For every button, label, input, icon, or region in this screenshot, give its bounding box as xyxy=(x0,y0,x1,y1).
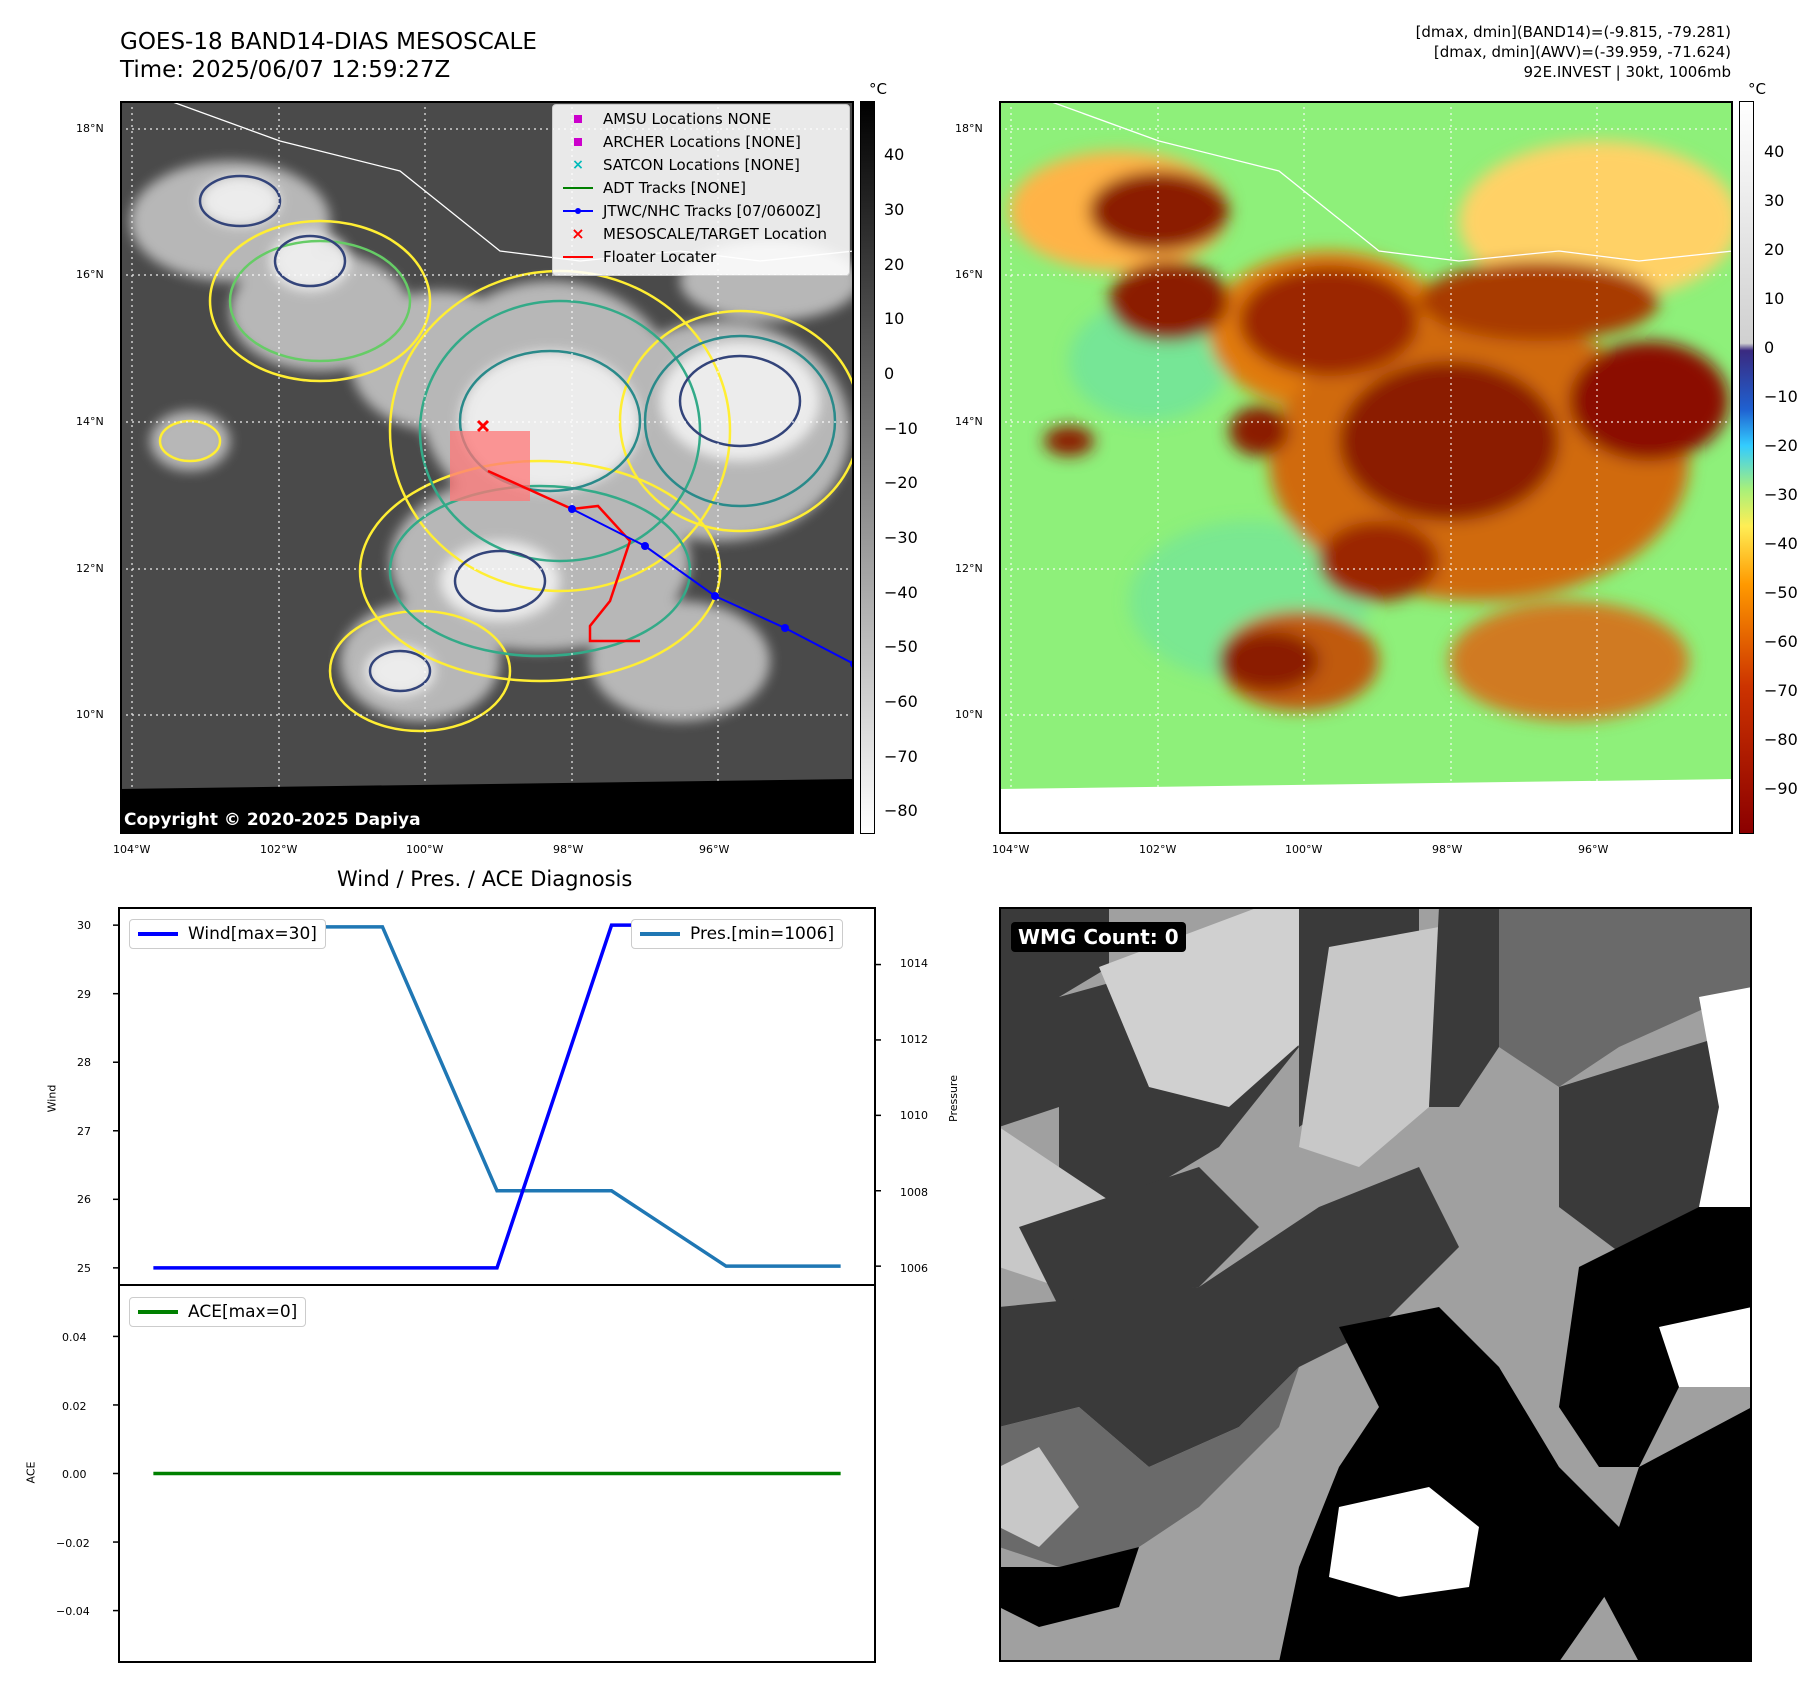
legend-item-archer: ARCHER Locations [NONE] xyxy=(563,132,801,152)
ir-map-panel: Copyright © 2020-2025 Dapiya AMSU Locati… xyxy=(120,101,854,834)
pressure-legend-line xyxy=(640,932,680,936)
blue-track-icon xyxy=(563,201,593,221)
lon-label: 98°W xyxy=(553,843,584,856)
enhanced-map-panel xyxy=(999,101,1733,834)
color-colorbar-unit: °C xyxy=(1748,80,1766,98)
enhanced-map-frame xyxy=(999,101,1733,834)
pressure-series-line xyxy=(153,925,841,1268)
magenta-square-icon xyxy=(563,132,593,152)
cyan-x-icon: × xyxy=(572,157,584,173)
ir-map-frame xyxy=(120,101,854,834)
gray-colorbar-unit: °C xyxy=(869,80,887,98)
gray-colorbar xyxy=(860,101,875,834)
magenta-square-icon xyxy=(563,109,593,129)
title-line-2: Time: 2025/06/07 12:59:27Z xyxy=(120,57,451,83)
lat-label: 16°N xyxy=(76,268,104,281)
lon-label: 100°W xyxy=(406,843,444,856)
figure-subtitle-right: [dmax, dmin](BAND14)=(-9.815, -79.281) [… xyxy=(1416,22,1731,82)
legend-item-floater: Floater Locater xyxy=(563,247,716,267)
wind-series-line xyxy=(153,923,841,1270)
pressure-legend: Pres.[min=1006] xyxy=(631,919,844,949)
green-line-icon xyxy=(563,178,593,198)
legend-item-jtwc: JTWC/NHC Tracks [07/0600Z] xyxy=(563,201,821,221)
lon-label: 104°W xyxy=(113,843,151,856)
lon-label: 102°W xyxy=(260,843,298,856)
wmg-count-badge: WMG Count: 0 xyxy=(1011,922,1186,952)
ace-axis-label: ACE xyxy=(24,1461,38,1484)
wind-axis-label: Wind xyxy=(45,1084,59,1113)
wmg-frame xyxy=(999,907,1752,1662)
lat-label: 14°N xyxy=(76,415,104,428)
lat-label: 12°N xyxy=(76,562,104,575)
lon-label: 96°W xyxy=(699,843,730,856)
legend-item-target: × MESOSCALE/TARGET Location xyxy=(563,224,827,244)
map-legend: AMSU Locations NONE ARCHER Locations [NO… xyxy=(552,104,850,276)
title-line-1: GOES-18 BAND14-DIAS MESOSCALE xyxy=(120,29,537,55)
figure-title: GOES-18 BAND14-DIAS MESOSCALE Time: 2025… xyxy=(120,28,537,84)
ace-legend-line xyxy=(138,1310,178,1314)
legend-item-satcon: × SATCON Locations [NONE] xyxy=(563,155,800,175)
legend-item-adt: ADT Tracks [NONE] xyxy=(563,178,746,198)
diagnosis-chart xyxy=(113,907,881,1663)
ace-legend: ACE[max=0] xyxy=(129,1297,307,1327)
wind-pressure-axes-frame xyxy=(118,907,876,1286)
color-colorbar xyxy=(1739,101,1754,834)
wind-legend: Wind[max=30] xyxy=(129,919,326,949)
enhanced-map-image xyxy=(999,101,1733,834)
wmg-panel: WMG Count: 0 xyxy=(999,907,1752,1662)
red-line-icon xyxy=(563,247,593,267)
red-x-icon: × xyxy=(571,224,585,243)
pressure-axis-label: Pressure xyxy=(946,1075,960,1122)
lat-label: 18°N xyxy=(76,122,104,135)
diagnosis-title: Wind / Pres. / ACE Diagnosis xyxy=(337,867,633,891)
storm-info: 92E.INVEST | 30kt, 1006mb xyxy=(1523,63,1732,81)
lat-label: 10°N xyxy=(76,708,104,721)
band14-range: [dmax, dmin](BAND14)=(-9.815, -79.281) xyxy=(1415,23,1731,41)
wind-legend-line xyxy=(138,932,178,936)
wmg-image xyxy=(999,907,1752,1662)
awv-range: [dmax, dmin](AWV)=(-39.959, -71.624) xyxy=(1433,43,1731,61)
legend-item-amsu: AMSU Locations NONE xyxy=(563,109,771,129)
copyright-text: Copyright © 2020-2025 Dapiya xyxy=(124,810,421,830)
